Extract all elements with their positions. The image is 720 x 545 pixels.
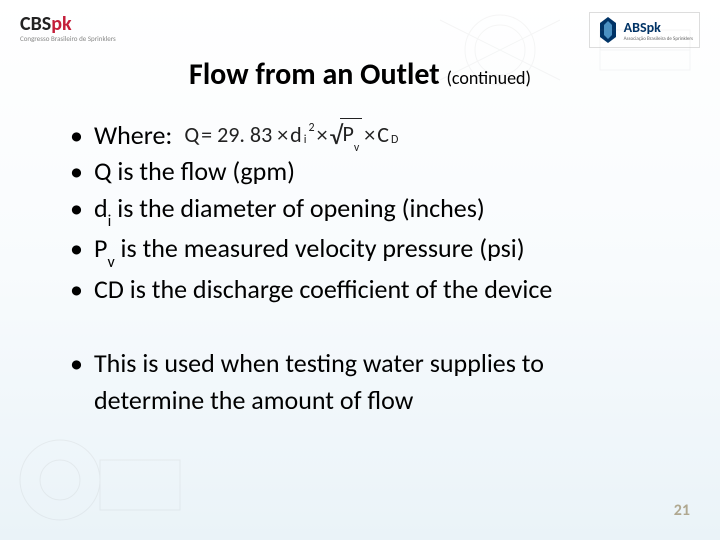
background-bottom-decoration [0, 420, 200, 540]
abspk-icon [596, 15, 620, 45]
title-main: Flow from an Outlet [189, 56, 440, 93]
bullet-list-1: Where: Q = 29. 83 × di2 × Pv × CD Q is t… [60, 117, 660, 307]
bullet-d: di is the diameter of opening (inches) [70, 190, 660, 231]
logo-abspk-sub: Associação Brasileira de Sprinklers [624, 36, 693, 42]
bullet-p: Pv is the measured velocity pressure (ps… [70, 230, 660, 271]
content-area: Where: Q = 29. 83 × di2 × Pv × CD Q is t… [0, 93, 720, 418]
bullet-usage: This is used when testing water supplies… [70, 345, 660, 418]
logo-cbspk-suffix: pk [51, 12, 71, 36]
logo-right: ABSpk Associação Brasileira de Sprinkler… [589, 12, 700, 48]
bullet-cd: CD is the discharge coefficient of the d… [70, 271, 660, 307]
logo-abspk-main: ABSpk [624, 19, 693, 36]
logo-cbspk-text: CBSpk [20, 12, 116, 36]
title-sub: (continued) [446, 67, 531, 89]
slide-title: Flow from an Outlet (continued) [0, 56, 720, 93]
logo-cbspk-main: CBS [20, 12, 51, 36]
logo-left: CBSpk Congresso Brasileiro de Sprinklers [20, 12, 116, 43]
page-number: 21 [674, 501, 690, 520]
formula: Q = 29. 83 × di2 × Pv × CD [184, 117, 398, 153]
bullet-q: Q is the flow (gpm) [70, 153, 660, 189]
logo-cbspk-subtitle: Congresso Brasileiro de Sprinklers [20, 34, 116, 43]
header: CBSpk Congresso Brasileiro de Sprinklers… [0, 0, 720, 48]
where-label: Where: [94, 117, 172, 153]
bullet-where: Where: Q = 29. 83 × di2 × Pv × CD [70, 117, 660, 153]
bullet-list-2: This is used when testing water supplies… [60, 345, 660, 418]
